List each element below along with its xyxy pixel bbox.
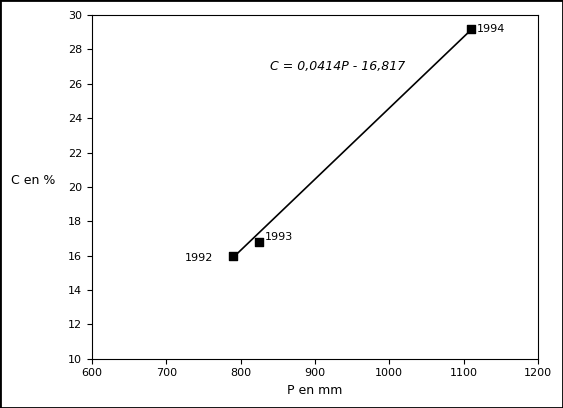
Text: C = 0,0414P - 16,817: C = 0,0414P - 16,817 — [270, 60, 405, 73]
Text: 1992: 1992 — [185, 253, 213, 263]
Point — [467, 26, 476, 32]
Point — [229, 252, 238, 259]
Y-axis label: C en %: C en % — [11, 174, 56, 187]
X-axis label: P en mm: P en mm — [287, 384, 343, 397]
Point — [254, 239, 263, 245]
Text: 1993: 1993 — [265, 232, 293, 242]
Text: 1994: 1994 — [477, 24, 505, 34]
